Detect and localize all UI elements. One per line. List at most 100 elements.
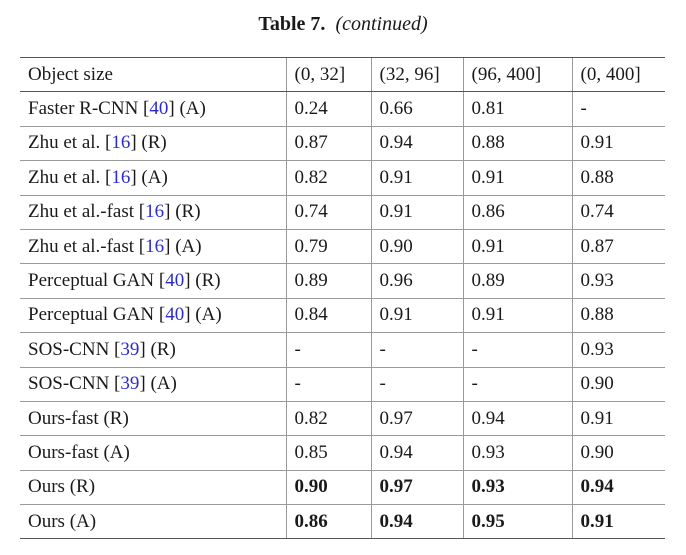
table-row: Perceptual GAN [40] (A) 0.84 0.91 0.91 0.88 (20, 298, 665, 334)
value-cell: 0.24 (285, 91, 371, 127)
table-body: Faster R-CNN [40] (A) 0.24 0.66 0.81- Zhu et… (20, 91, 665, 540)
value-cell: 0.86 (462, 195, 572, 230)
method-name: Zhu et al. [ (28, 132, 112, 154)
value-cell: 0.74 (571, 195, 665, 230)
method-name: Perceptual GAN [ (28, 304, 166, 326)
method-name-suffix: ] (R) (184, 270, 221, 292)
method-name-suffix: ] (A) (139, 373, 177, 395)
method-name-cell: Zhu et al. [16] (A) (20, 160, 286, 196)
method-name-suffix: ] (R) (139, 338, 176, 360)
value-cell: 0.86 (285, 504, 371, 540)
method-name-cell: Perceptual GAN [40] (A) (20, 298, 286, 334)
citation-link[interactable]: 39 (120, 338, 140, 360)
citation-link[interactable]: 16 (111, 132, 131, 154)
method-name-cell: Zhu et al.-fast [16] (A) (20, 229, 286, 265)
value-cell: 0.82 (285, 160, 371, 196)
value-cell: 0.91 (571, 504, 665, 540)
value-cell: 0.91 (462, 160, 572, 196)
value-cell: - (462, 367, 572, 402)
value-cell: 0.94 (462, 401, 572, 437)
method-name: Zhu et al.-fast [ (28, 201, 146, 223)
method-name: Faster R-CNN [ (28, 98, 150, 120)
method-name-suffix: ] (R) (130, 132, 167, 154)
value-cell: - (285, 367, 371, 402)
method-name: Ours (R) (28, 476, 96, 498)
method-name: SOS-CNN [ (28, 338, 121, 360)
value-cell: 0.94 (370, 126, 463, 162)
table-row: Ours (A) 0.86 0.94 0.95 0.91 (20, 504, 665, 540)
citation-link[interactable]: 16 (145, 201, 165, 223)
value-cell: 0.66 (370, 91, 463, 127)
method-name-cell: Faster R-CNN [40] (A) (20, 91, 286, 127)
value-cell: 0.95 (462, 504, 572, 540)
method-name-cell: SOS-CNN [39] (A) (20, 367, 286, 402)
header-range-0-400: (0, 400] (571, 56, 665, 93)
method-name: SOS-CNN [ (28, 373, 121, 395)
value-cell: 0.84 (285, 298, 371, 334)
header-range-0-32: (0, 32] (285, 56, 371, 93)
method-name-suffix: ] (R) (164, 201, 201, 223)
value-cell: 0.94 (370, 435, 463, 471)
value-cell: 0.91 (571, 401, 665, 437)
table-row: SOS-CNN [39] (R) - - -0.93 (20, 332, 665, 368)
value-cell: - (462, 332, 572, 368)
table-row: Zhu et al.-fast [16] (A) 0.79 0.90 0.91 0.87 (20, 229, 665, 265)
citation-link[interactable]: 40 (165, 270, 185, 292)
citation-link[interactable]: 40 (149, 98, 169, 120)
table-row: SOS-CNN [39] (A) - - -0.90 (20, 367, 665, 402)
table-row: Zhu et al.-fast [16] (R) 0.74 0.91 0.86 0.74 (20, 195, 665, 230)
value-cell: 0.94 (370, 504, 463, 540)
value-cell: 0.91 (370, 298, 463, 334)
table-row: Faster R-CNN [40] (A) 0.24 0.66 0.81- (20, 91, 665, 127)
citation-link[interactable]: 39 (120, 373, 140, 395)
value-cell: 0.88 (571, 298, 665, 334)
value-cell: 0.93 (571, 332, 665, 368)
method-name: Zhu et al.-fast [ (28, 235, 146, 257)
value-cell: 0.87 (571, 229, 665, 265)
table-row: Ours-fast (A) 0.85 0.94 0.93 0.90 (20, 435, 665, 471)
method-name: Ours-fast (R) (28, 407, 129, 429)
method-name: Ours-fast (A) (28, 441, 130, 463)
header-range-32-96: (32, 96] (370, 56, 463, 93)
method-name: Ours (A) (28, 510, 97, 532)
citation-link[interactable]: 16 (111, 166, 131, 188)
table-row: Zhu et al. [16] (R) 0.87 0.94 0.88 0.91 (20, 126, 665, 162)
value-cell: - (571, 91, 665, 127)
value-cell: 0.74 (285, 195, 371, 230)
value-cell: 0.90 (571, 367, 665, 402)
method-name-cell: Ours (A) (20, 504, 286, 540)
value-cell: 0.93 (462, 470, 572, 506)
value-cell: 0.79 (285, 229, 371, 265)
value-cell: 0.93 (462, 435, 572, 471)
method-name-cell: Ours (R) (20, 470, 286, 506)
method-name-suffix: ] (A) (164, 235, 202, 257)
header-range-96-400: (96, 400] (462, 56, 572, 93)
method-name-cell: Perceptual GAN [40] (R) (20, 263, 286, 299)
table-header-row: Object size (0, 32] (32, 96] (96, 400] (… (20, 56, 665, 93)
value-cell: 0.94 (571, 470, 665, 506)
method-name-suffix: ] (A) (184, 304, 222, 326)
value-cell: 0.96 (370, 263, 463, 299)
value-cell: 0.90 (571, 435, 665, 471)
method-name-cell: SOS-CNN [39] (R) (20, 332, 286, 368)
method-name-cell: Zhu et al. [16] (R) (20, 126, 286, 162)
method-name-suffix: ] (A) (130, 166, 168, 188)
value-cell: 0.88 (571, 160, 665, 196)
value-cell: 0.81 (462, 91, 572, 127)
table-row: Zhu et al. [16] (A) 0.82 0.91 0.91 0.88 (20, 160, 665, 196)
value-cell: - (285, 332, 371, 368)
header-object-size: Object size (20, 56, 286, 93)
table-row: Perceptual GAN [40] (R) 0.89 0.96 0.89 0.93 (20, 263, 665, 299)
table-caption-label: Table 7. (258, 13, 326, 35)
value-cell: 0.82 (285, 401, 371, 437)
value-cell: 0.85 (285, 435, 371, 471)
value-cell: 0.91 (370, 195, 463, 230)
table-row: Ours (R) 0.90 0.97 0.93 0.94 (20, 470, 665, 506)
value-cell: 0.89 (462, 263, 572, 299)
table-caption: Table 7. (continued) (0, 12, 686, 36)
value-cell: - (370, 332, 463, 368)
citation-link[interactable]: 40 (165, 304, 185, 326)
value-cell: 0.91 (462, 298, 572, 334)
value-cell: 0.90 (285, 470, 371, 506)
citation-link[interactable]: 16 (145, 235, 165, 257)
